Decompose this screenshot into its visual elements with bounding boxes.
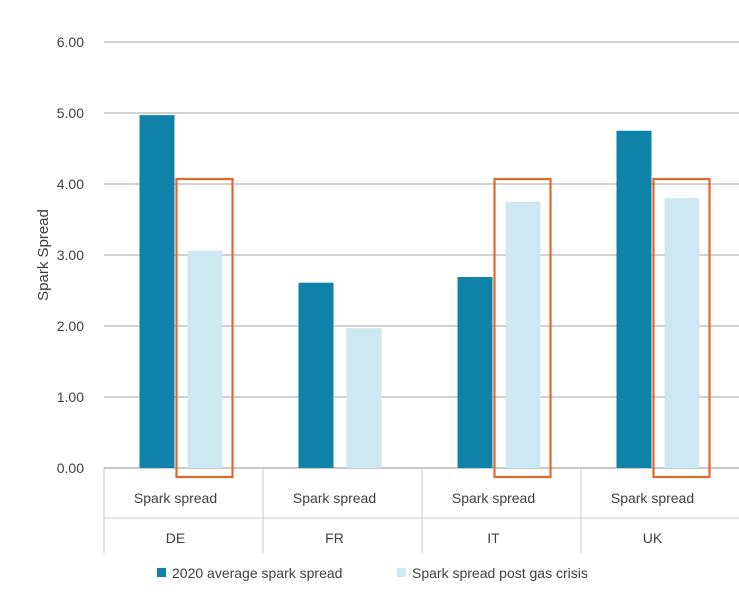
legend-label: 2020 average spark spread xyxy=(172,565,342,581)
legend-swatch-2 xyxy=(397,568,406,577)
y-axis-title: Spark Spread xyxy=(35,209,52,301)
y-tick-label: 1.00 xyxy=(57,389,84,405)
y-tick-label: 6.00 xyxy=(57,34,84,50)
y-tick-label: 0.00 xyxy=(57,460,84,476)
bars xyxy=(139,115,700,468)
y-tick-labels: 0.00 1.00 2.00 3.00 4.00 5.00 6.00 xyxy=(57,34,84,476)
highlight-box-uk xyxy=(652,177,711,479)
highlight-box-it xyxy=(493,177,552,479)
bar-fr-series-1 xyxy=(298,282,334,468)
x-category-label: Spark spread xyxy=(611,490,694,506)
highlight-box-de xyxy=(175,177,234,479)
bar-fr-series-2 xyxy=(346,328,382,468)
x-group-label: UK xyxy=(643,530,663,546)
x-axis: Spark spread DE Spark spread FR Spark spread… xyxy=(103,468,739,553)
x-group-label: DE xyxy=(166,530,185,546)
y-tick-label: 5.00 xyxy=(57,105,84,121)
x-group-label: IT xyxy=(487,530,500,546)
highlight-boxes xyxy=(175,177,711,479)
bar-it-series-1 xyxy=(457,277,493,468)
legend: 2020 average spark spread Spark spread po… xyxy=(157,565,588,581)
bar-it-series-2 xyxy=(505,201,541,468)
legend-swatch-1 xyxy=(157,568,166,577)
x-group-label: FR xyxy=(325,530,344,546)
y-tick-label: 3.00 xyxy=(57,247,84,263)
x-category-label: Spark spread xyxy=(293,490,376,506)
y-tick-label: 2.00 xyxy=(57,318,84,334)
bar-de-series-1 xyxy=(139,115,175,468)
legend-label: Spark spread post gas crisis xyxy=(412,565,588,581)
y-tick-label: 4.00 xyxy=(57,176,84,192)
x-category-label: Spark spread xyxy=(452,490,535,506)
bar-uk-series-1 xyxy=(616,130,652,468)
bar-uk-series-2 xyxy=(664,198,700,468)
x-category-label: Spark spread xyxy=(134,490,217,506)
bar-de-series-2 xyxy=(187,250,223,468)
